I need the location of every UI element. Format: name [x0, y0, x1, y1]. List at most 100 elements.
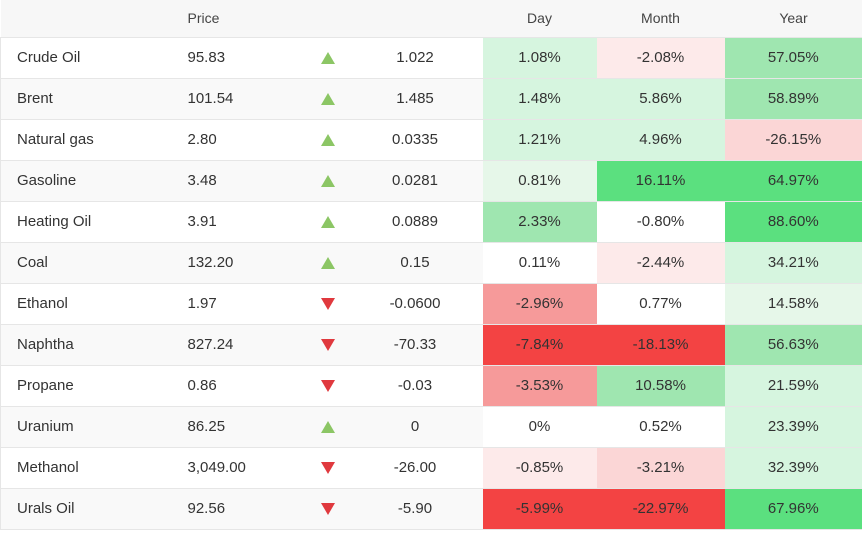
price-cell: 92.56	[187, 488, 308, 530]
commodity-name-cell: Urals Oil	[0, 488, 188, 530]
direction-cell	[307, 488, 348, 530]
table-body: Crude Oil 95.83 1.022 1.08% -2.08% 57.05% Bren…	[0, 37, 862, 530]
price-cell: 86.25	[187, 406, 308, 448]
year-pct-cell: 88.60%	[724, 201, 862, 243]
month-pct-cell: 10.58%	[596, 365, 725, 407]
change-cell: 0.0281	[347, 160, 483, 202]
triangle-up-icon	[320, 52, 335, 65]
day-pct-cell: -2.96%	[482, 283, 597, 325]
commodity-link[interactable]: Brent	[17, 90, 53, 107]
month-pct-cell: -18.13%	[596, 324, 725, 366]
header-arrow	[307, 0, 348, 38]
commodity-link[interactable]: Gasoline	[17, 172, 77, 189]
commodity-name-cell: Methanol	[0, 447, 188, 489]
direction-cell	[307, 406, 348, 448]
table-row[interactable]: Coal 132.20 0.15 0.11% -2.44% 34.21%	[0, 242, 862, 284]
table-row[interactable]: Methanol 3,049.00 -26.00 -0.85% -3.21% 32.39%	[0, 447, 862, 489]
table-row[interactable]: Ethanol 1.97 -0.0600 -2.96% 0.77% 14.58%	[0, 283, 862, 325]
header-year[interactable]: Year	[724, 0, 862, 38]
header-month[interactable]: Month	[596, 0, 725, 38]
triangle-up-icon	[320, 421, 335, 434]
year-pct-cell: 21.59%	[724, 365, 862, 407]
month-pct-cell: -0.80%	[596, 201, 725, 243]
year-pct-cell: -26.15%	[724, 119, 862, 161]
table-row[interactable]: Natural gas 2.80 0.0335 1.21% 4.96% -26.15%	[0, 119, 862, 161]
commodity-link[interactable]: Coal	[17, 254, 48, 271]
commodity-name-cell: Natural gas	[0, 119, 188, 161]
commodity-link[interactable]: Naphtha	[17, 336, 74, 353]
table-row[interactable]: Urals Oil 92.56 -5.90 -5.99% -22.97% 67.96%	[0, 488, 862, 530]
price-cell: 101.54	[187, 78, 308, 120]
table-row[interactable]: Heating Oil 3.91 0.0889 2.33% -0.80% 88.60%	[0, 201, 862, 243]
change-cell: 1.485	[347, 78, 483, 120]
direction-cell	[307, 119, 348, 161]
year-pct-cell: 57.05%	[724, 37, 862, 79]
commodity-link[interactable]: Heating Oil	[17, 213, 92, 230]
month-pct-cell: -3.21%	[596, 447, 725, 489]
commodity-link[interactable]: Uranium	[17, 418, 74, 435]
year-pct-cell: 67.96%	[724, 488, 862, 530]
year-pct-cell: 58.89%	[724, 78, 862, 120]
triangle-down-icon	[320, 462, 335, 475]
month-pct-cell: 0.52%	[596, 406, 725, 448]
price-cell: 3,049.00	[187, 447, 308, 489]
commodity-link[interactable]: Natural gas	[17, 131, 94, 148]
commodity-link[interactable]: Propane	[17, 377, 74, 394]
commodity-name-cell: Ethanol	[0, 283, 188, 325]
day-pct-cell: -7.84%	[482, 324, 597, 366]
commodity-link[interactable]: Ethanol	[17, 295, 68, 312]
month-pct-cell: -22.97%	[596, 488, 725, 530]
commodity-name-cell: Uranium	[0, 406, 188, 448]
day-pct-cell: 0%	[482, 406, 597, 448]
table-row[interactable]: Uranium 86.25 0 0% 0.52% 23.39%	[0, 406, 862, 448]
triangle-up-icon	[320, 134, 335, 147]
header-change	[347, 0, 483, 38]
change-cell: 0.0335	[347, 119, 483, 161]
year-pct-cell: 34.21%	[724, 242, 862, 284]
commodity-name-cell: Gasoline	[0, 160, 188, 202]
price-cell: 3.48	[187, 160, 308, 202]
commodity-name-cell: Naphtha	[0, 324, 188, 366]
day-pct-cell: 1.48%	[482, 78, 597, 120]
triangle-down-icon	[320, 503, 335, 516]
header-name	[0, 0, 188, 38]
header-price[interactable]: Price	[187, 0, 308, 38]
change-cell: 0.15	[347, 242, 483, 284]
price-cell: 132.20	[187, 242, 308, 284]
table-row[interactable]: Propane 0.86 -0.03 -3.53% 10.58% 21.59%	[0, 365, 862, 407]
change-cell: -0.03	[347, 365, 483, 407]
price-cell: 0.86	[187, 365, 308, 407]
commodity-link[interactable]: Methanol	[17, 459, 79, 476]
day-pct-cell: -5.99%	[482, 488, 597, 530]
month-pct-cell: -2.08%	[596, 37, 725, 79]
triangle-up-icon	[320, 175, 335, 188]
commodity-name-cell: Brent	[0, 78, 188, 120]
table-row[interactable]: Naphtha 827.24 -70.33 -7.84% -18.13% 56.63%	[0, 324, 862, 366]
direction-cell	[307, 201, 348, 243]
triangle-up-icon	[320, 93, 335, 106]
change-cell: 0.0889	[347, 201, 483, 243]
commodity-link[interactable]: Crude Oil	[17, 49, 81, 66]
commodity-link[interactable]: Urals Oil	[17, 500, 75, 517]
table-row[interactable]: Brent 101.54 1.485 1.48% 5.86% 58.89%	[0, 78, 862, 120]
direction-cell	[307, 365, 348, 407]
commodity-name-cell: Propane	[0, 365, 188, 407]
price-cell: 95.83	[187, 37, 308, 79]
year-pct-cell: 14.58%	[724, 283, 862, 325]
direction-cell	[307, 78, 348, 120]
header-day[interactable]: Day	[482, 0, 597, 38]
month-pct-cell: 4.96%	[596, 119, 725, 161]
change-cell: 1.022	[347, 37, 483, 79]
direction-cell	[307, 283, 348, 325]
triangle-up-icon	[320, 216, 335, 229]
table-row[interactable]: Crude Oil 95.83 1.022 1.08% -2.08% 57.05%	[0, 37, 862, 79]
change-cell: -26.00	[347, 447, 483, 489]
table-row[interactable]: Gasoline 3.48 0.0281 0.81% 16.11% 64.97%	[0, 160, 862, 202]
commodity-name-cell: Coal	[0, 242, 188, 284]
price-cell: 1.97	[187, 283, 308, 325]
month-pct-cell: 5.86%	[596, 78, 725, 120]
day-pct-cell: -3.53%	[482, 365, 597, 407]
header-row: Price Day Month Year	[0, 0, 862, 38]
direction-cell	[307, 37, 348, 79]
